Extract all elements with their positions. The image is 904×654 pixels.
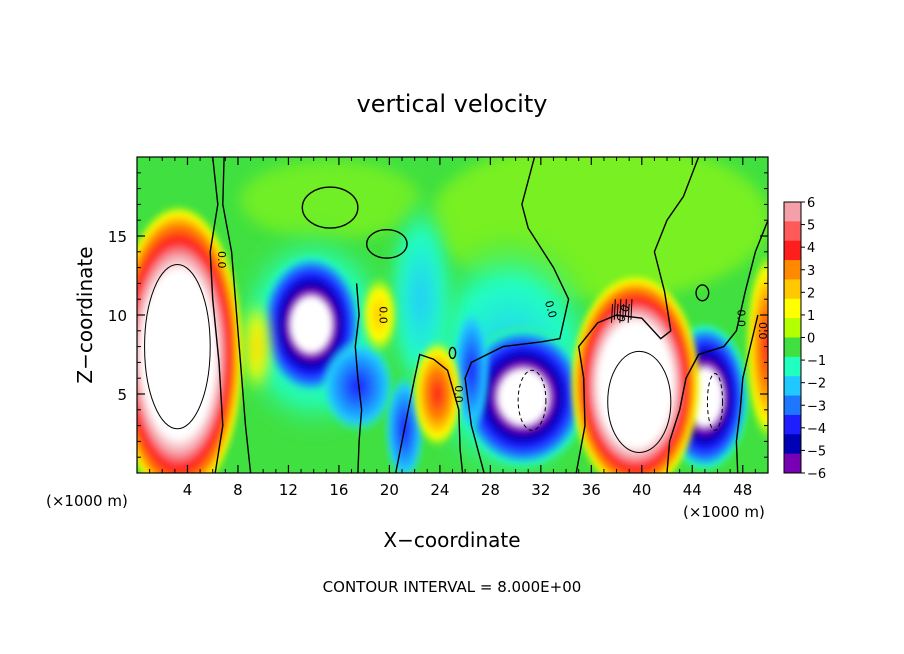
colorbar-label: −6 [807, 467, 826, 482]
colorbar-label: −3 [807, 399, 826, 414]
x-tick-label: 44 [683, 481, 702, 499]
contour-wiggle [627, 303, 630, 323]
contour-label: 0.0 [215, 251, 228, 269]
downdraft-tail-17 [319, 338, 396, 434]
contour-label: 0.0 [452, 385, 465, 403]
contour-interval-footer: CONTOUR INTERVAL = 8.000E+00 [323, 578, 582, 596]
zero-contour [575, 157, 700, 473]
y-tick-label: 15 [108, 228, 127, 246]
contour-label: 0.0 [376, 306, 389, 324]
contour-label: 0.0 [735, 309, 748, 327]
x-tick-label: 48 [733, 481, 752, 499]
plot-field: 0.00.00.00.0 0.0 0.00.0 [137, 157, 769, 473]
colorbar-swatch [784, 260, 801, 280]
contour-wiggle [613, 299, 616, 320]
colorbar-swatch [784, 240, 801, 261]
colorbar-swatch [784, 356, 801, 377]
downdraft-cell-30 [457, 324, 589, 470]
closed-contour-small-top [301, 186, 359, 229]
colorbar-label: −2 [807, 377, 826, 392]
downdraft-contour-30 [517, 369, 547, 431]
zero-contour [666, 219, 768, 473]
x-tick-label: 4 [183, 481, 193, 499]
downdraft-contour-45 [706, 372, 724, 431]
y-tick-label: 5 [117, 386, 127, 404]
colorbar-label: 5 [807, 219, 815, 234]
colorbar-swatch [784, 395, 801, 416]
x-tick-label: 8 [233, 481, 243, 499]
updraft-cell-3 [137, 204, 245, 473]
colorbar-swatch [784, 434, 801, 455]
colorbar-label: −1 [807, 354, 826, 369]
zero-contour [464, 157, 570, 473]
x-axis-label: X−coordinate [383, 528, 520, 552]
x-tick-label: 40 [632, 481, 651, 499]
updraft-cell-20 [360, 275, 399, 355]
closed-contour-dot [448, 346, 457, 360]
x-tick-label: 16 [329, 481, 348, 499]
x-tick-label: 28 [481, 481, 500, 499]
zero-contour [354, 283, 363, 473]
colorbar-swatch [784, 298, 801, 319]
colorbar-swatch [784, 279, 801, 300]
contour-wiggle [624, 299, 627, 317]
colorbar-swatch [784, 318, 801, 338]
updraft-contour-8 [144, 263, 211, 430]
colorbar-swatch [784, 453, 801, 474]
colorbar-label: −4 [807, 422, 826, 437]
light-green-mid [240, 160, 420, 240]
colorbar-label: −5 [807, 444, 826, 459]
updraft-weak-9 [241, 299, 273, 394]
closed-contour-small-mid [365, 228, 408, 259]
y-tick-label: 10 [108, 307, 127, 325]
colorbar-label: 0 [807, 332, 815, 347]
x-tick-label: 36 [582, 481, 601, 499]
zero-contour [209, 157, 224, 473]
colorbar-label: 4 [807, 241, 815, 256]
colorbar-swatch [784, 414, 801, 435]
contour-wiggle [611, 303, 614, 323]
x-tick-label: 24 [430, 481, 449, 499]
updraft-cell-24 [412, 340, 463, 448]
colorbar-swatch [784, 337, 801, 358]
zero-contour [735, 314, 759, 473]
colorbar-swatch [784, 202, 801, 222]
x-tick-label: 12 [279, 481, 298, 499]
colorbar-label: 3 [807, 264, 815, 279]
closed-contour-dot [695, 284, 710, 302]
contour-wiggle [619, 299, 622, 323]
chart-title: vertical velocity [357, 90, 548, 118]
zero-contour [222, 157, 252, 473]
y-axis-label: Z−coordinate [73, 246, 97, 383]
colorbar-label: 2 [807, 286, 815, 301]
x-tick-label: 20 [380, 481, 399, 499]
colorbar-swatch [784, 376, 801, 397]
colorbar-label: 1 [807, 309, 815, 324]
contour-label: 0.0 [756, 322, 769, 340]
zero-contour [395, 353, 464, 473]
updraft-cell-40 [569, 273, 702, 473]
x-tick-label: 32 [531, 481, 550, 499]
contour-wiggle [630, 299, 633, 320]
contour-label: 0.0 [542, 299, 559, 319]
x-unit-left: (×1000 m) [46, 492, 128, 510]
x-unit-right: (×1000 m) [683, 503, 765, 521]
updraft-contour-40 [607, 350, 672, 453]
contour-wiggle [616, 303, 619, 317]
colorbar-swatch [784, 221, 801, 242]
contour-wiggle [622, 303, 625, 320]
colorbar-label: 6 [807, 196, 815, 211]
